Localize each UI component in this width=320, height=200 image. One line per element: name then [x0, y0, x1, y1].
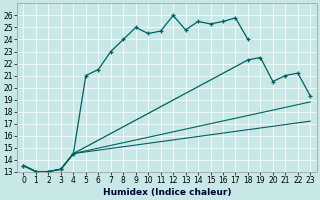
X-axis label: Humidex (Indice chaleur): Humidex (Indice chaleur) [103, 188, 231, 197]
